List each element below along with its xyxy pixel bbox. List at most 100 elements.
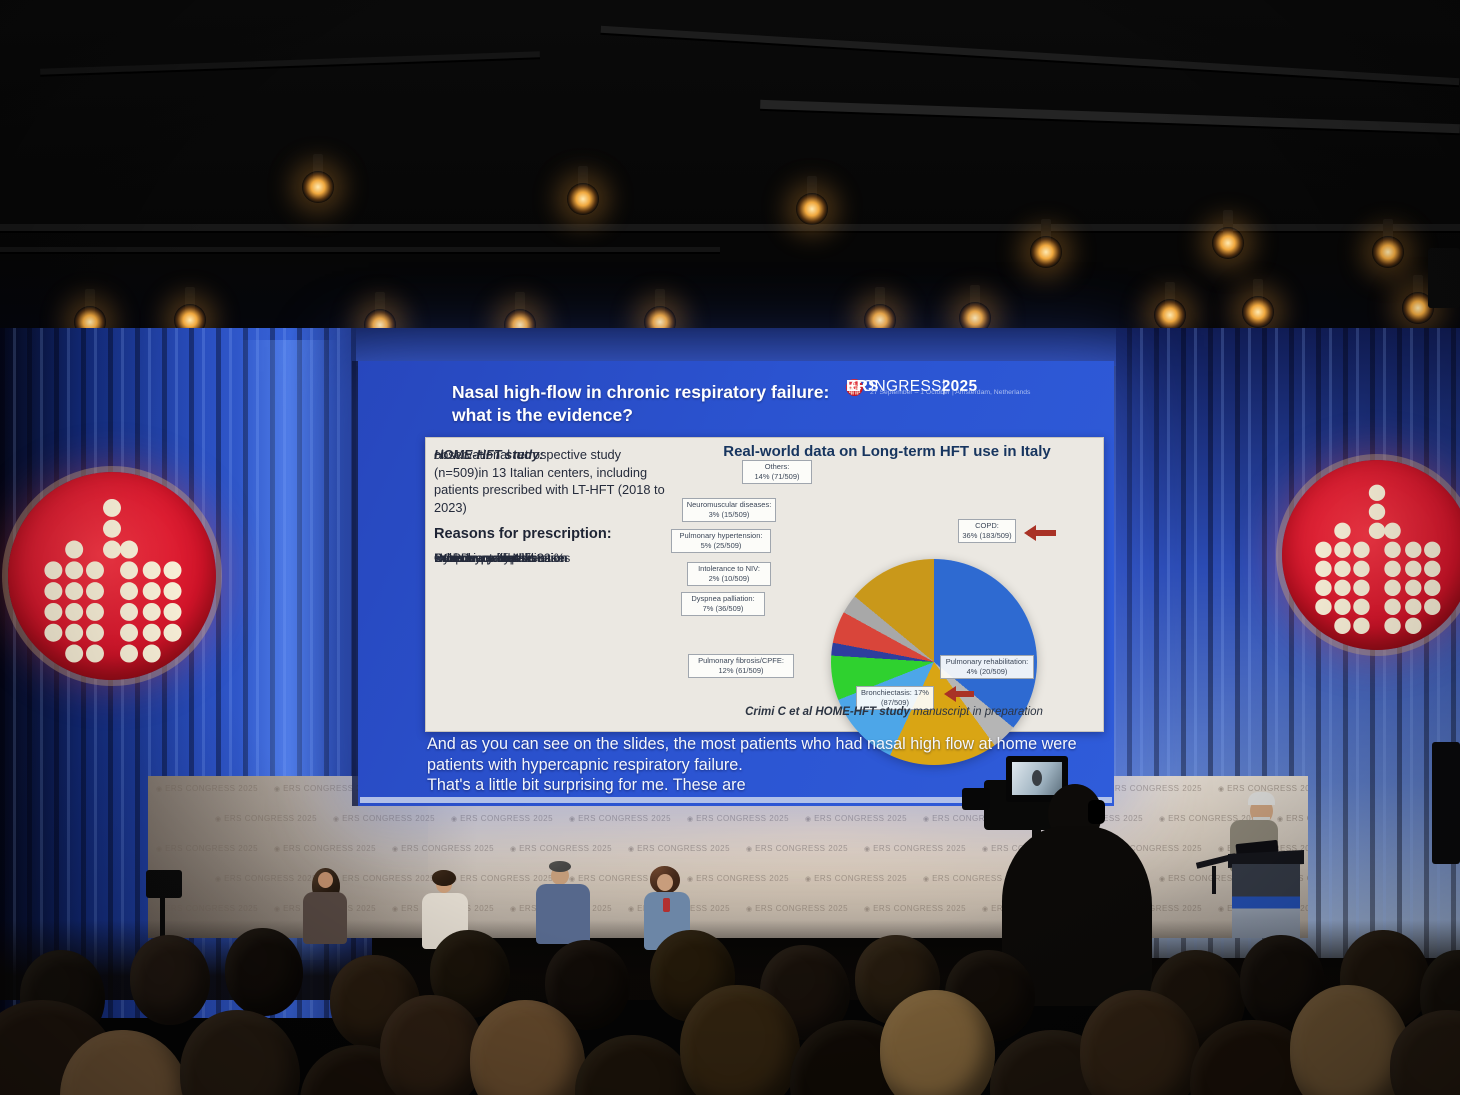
ers-lung-medallion-left [8, 472, 216, 680]
panelist-hair [432, 870, 456, 886]
light-fixture [375, 292, 385, 322]
reason-item: ➢ Bronchiectasis [434, 551, 515, 565]
audience [0, 900, 1460, 1095]
light-fixture [970, 285, 980, 315]
wall-logo-text: ERS CONGRESS 2025 [333, 814, 435, 823]
wall-logo-text: ERS CONGRESS 2025 [923, 814, 1025, 823]
wall-logo-text: ERS CONGRESS 2025 [392, 844, 494, 853]
pa-speaker [1428, 248, 1460, 308]
lung-dots-icon [44, 498, 182, 663]
wall-logo-text: ERS CONGRESS 2025 [687, 874, 789, 883]
camera-tripod [160, 898, 165, 948]
pie-label-neuromuscular: Neuromuscular diseases: 3% (15/509) [682, 498, 776, 522]
audience-head [470, 1000, 585, 1095]
wall-logo-text: ERS CONGRESS 2025 [1100, 904, 1202, 913]
reason-item: • hypercapnic 32 % [468, 551, 565, 565]
logo-org: ERS [846, 378, 879, 395]
lung-dots-icon [1315, 484, 1441, 635]
light-fixture [1253, 279, 1263, 309]
panelist-face [318, 872, 333, 888]
projection-screen: Nasal high-flow in chronic respiratory f… [358, 361, 1114, 806]
lanyard [663, 898, 670, 912]
wall-logo-text: ERS CONGRESS 2025 [864, 904, 966, 913]
camera-lens [962, 788, 990, 810]
stage-light [796, 193, 828, 225]
wall-logo-text: ERS CONGRESS 2025 [215, 874, 317, 883]
wall-logo-text: ERS CONGRESS 2025 [274, 844, 376, 853]
pie-label-fibrosis: Pulmonary fibrosis/CPFE: 12% (61/509) [688, 654, 794, 678]
audience-head [180, 1010, 300, 1095]
light-fixture [1413, 275, 1423, 305]
truss-beam [0, 247, 720, 252]
stage-light [1242, 296, 1274, 328]
wall-logo-text: ERS CONGRESS 2025 [1218, 784, 1308, 793]
curtain-top [356, 328, 1116, 366]
audience-head [380, 995, 485, 1095]
audience-head [575, 1035, 695, 1095]
audience-head [1080, 990, 1200, 1095]
lighting-rig [0, 0, 1460, 365]
light-fixture [875, 287, 885, 317]
reason-item: • hypoxic 4% [468, 551, 531, 565]
study-body: observational retrospective study (n=509… [434, 447, 665, 515]
light-fixture [1223, 210, 1233, 240]
screen-bottom-edge [360, 797, 1112, 803]
audience-head [680, 985, 800, 1095]
reason-item: ➢ Neuromuscular diseases [434, 551, 571, 565]
wall-logo-text: ERS CONGRESS 2025 [1100, 844, 1202, 853]
reasons-heading: Reasons for prescription: [434, 526, 612, 542]
chart-title: Real-world data on Long-term HFT use in … [723, 443, 1051, 460]
stage-light [1212, 227, 1244, 259]
wall-logo-text: ERS CONGRESS 2025 [510, 844, 612, 853]
stage-camera [146, 870, 182, 898]
wall-logo-text: ERS CONGRESS 2025 [451, 814, 553, 823]
audience-head [225, 928, 303, 1016]
reason-item: ➢ Pulmonary rehabilitation [434, 551, 567, 565]
wall-logo-text: ERS CONGRESS 2025 [805, 814, 907, 823]
wall-logo-text: ERS CONGRESS 2025 [923, 874, 1025, 883]
live-caption-overlay: And as you can see on the slides, the mo… [427, 734, 1093, 796]
light-fixture [807, 176, 817, 206]
panelist-hair [549, 861, 571, 872]
pie-label-pulmonary-hypertension: Pulmonary hypertension: 5% (25/509) [671, 529, 771, 553]
panelist-3 [536, 884, 590, 944]
reason-item: ➢ Dyspnea palliation [434, 551, 536, 565]
copd-arrow-icon [1024, 525, 1056, 541]
wall-logo-text: ERS CONGRESS 2025 [687, 814, 789, 823]
light-fixture [185, 287, 195, 317]
monitor-figure [1032, 770, 1042, 786]
headphones [1088, 800, 1105, 824]
pie-label-rehabilitation: Pulmonary rehabilitation: 4% (20/509) [940, 655, 1034, 679]
chart-source-caption: Crimi C et al HOME-HFT study manuscript … [745, 706, 1043, 718]
wall-logo-text: ERS CONGRESS 2025 [1159, 814, 1261, 823]
bronchiectasis-arrow-icon [944, 686, 974, 702]
slide-title-line1: Nasal high-flow in chronic respiratory f… [452, 382, 830, 402]
reason-item: ➢ Pulmonary fibrosis [434, 551, 536, 565]
wall-logo-text: ERS CONGRESS 2025 [156, 904, 258, 913]
light-fixture [578, 166, 588, 196]
stage-light [302, 171, 334, 203]
caption-line3: That's a little bit surprising for me. T… [427, 776, 746, 794]
wall-logo-text: ERS CONGRESS 2025 [864, 844, 966, 853]
wall-logo-text: ERS CONGRESS 2025 [333, 874, 435, 883]
wall-logo-text: ERS CONGRESS 2025 [746, 904, 848, 913]
ers-logo-icon [846, 378, 863, 396]
light-fixture [655, 289, 665, 319]
wall-logo-text: ERS CONGRESS 2025 [1277, 814, 1308, 823]
wall-logo-text: ERS CONGRESS 2025 [805, 874, 907, 883]
speaker-hair [1248, 792, 1275, 805]
ers-lung-medallion-right [1282, 460, 1460, 650]
light-fixture [1383, 219, 1393, 249]
stage-light [1154, 299, 1186, 331]
light-fixture [515, 292, 525, 322]
study-description: HOME-HFT study: observational retrospect… [434, 446, 672, 517]
caption-line2: patients with hypercapnic respiratory fa… [427, 755, 743, 774]
light-fixture [85, 289, 95, 319]
reason-item: ➢ Intolerance to NIV [434, 551, 534, 565]
equipment-stand [1432, 742, 1460, 864]
wall-logo-text: ERS CONGRESS 2025 [156, 784, 258, 793]
slide-title: Nasal high-flow in chronic respiratory f… [452, 381, 922, 427]
wall-logo-text: ERS CONGRESS 2025 [569, 874, 671, 883]
pie-label-intolerance-niv: Intolerance to NIV: 2% (10/509) [687, 562, 771, 586]
